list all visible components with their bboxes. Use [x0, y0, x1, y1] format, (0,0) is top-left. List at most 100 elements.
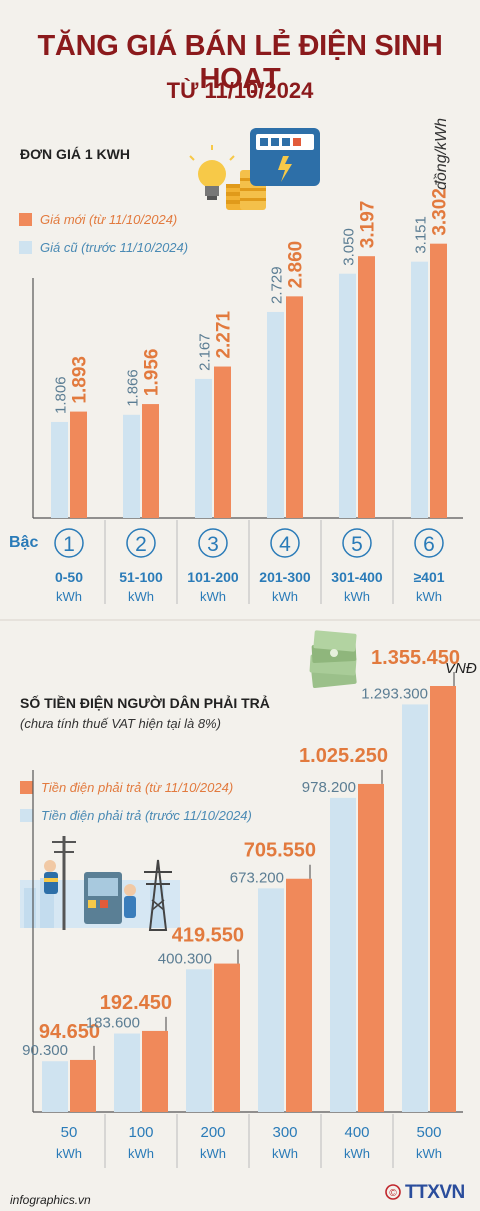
tier-unit-4: kWh: [272, 589, 298, 604]
tier-label: Bậc: [9, 534, 39, 551]
legend-swatch-new: [19, 213, 32, 226]
bill-bar-old-500: [402, 704, 428, 1112]
tier-circle-5: [342, 528, 372, 558]
page-subtitle: TỪ 11/10/2024: [166, 78, 314, 103]
tier-circle-2: [126, 528, 156, 558]
tier-number-1: 1: [63, 533, 75, 556]
label-old-tier-1: 1.806: [53, 376, 70, 414]
bill-bar-old-100: [114, 1033, 140, 1112]
footer-site: infographics.vn: [10, 1193, 91, 1207]
bill-label-old-50: 90.300: [22, 1042, 68, 1059]
bill-category-500: 500: [416, 1124, 441, 1141]
tier-number-5: 5: [351, 533, 363, 556]
bar-new-tier-3: [214, 366, 231, 518]
bill-label-new-300: 705.550: [244, 840, 316, 862]
bill-label-new-500: 1.355.450: [371, 647, 460, 669]
label-old-tier-4: 2.729: [269, 266, 286, 304]
tier-number-4: 4: [279, 533, 291, 556]
tier-number-3: 3: [207, 533, 219, 556]
bill-label-old-200: 400.300: [158, 950, 212, 967]
bill-bar-new-300: [286, 878, 312, 1112]
tier-circle-4: [270, 528, 300, 558]
bill-label-old-400: 978.200: [302, 779, 356, 796]
tier-number-6: 6: [423, 533, 435, 556]
label-new-tier-3: 2.271: [214, 311, 235, 359]
bar-new-tier-4: [286, 296, 303, 518]
bill-label-new-400: 1.025.250: [299, 745, 388, 767]
bar-old-tier-1: [51, 421, 68, 518]
footer-copyright: ©: [389, 1188, 397, 1199]
tier-unit-6: kWh: [416, 589, 442, 604]
bill-bar-old-300: [258, 888, 284, 1112]
footer-agency: TTXVN: [405, 1182, 465, 1203]
label-old-tier-6: 3.151: [413, 216, 430, 254]
legend-label-new: Giá mới (từ 11/10/2024): [40, 212, 178, 227]
chart2-note: (chưa tính thuế VAT hiện tại là 8%): [20, 716, 221, 731]
bill-bar-new-400: [358, 783, 384, 1112]
bar-new-tier-5: [358, 256, 375, 518]
bill-label-new-100: 192.450: [100, 992, 172, 1014]
chart1-title: ĐƠN GIÁ 1 KWH: [20, 146, 130, 162]
chart2-title: SỐ TIỀN ĐIỆN NGƯỜI DÂN PHẢI TRẢ: [20, 695, 270, 711]
legend-old-bill: Tiền điện phải trả (trước 11/10/2024): [20, 808, 252, 823]
power-tower-icon: [144, 859, 172, 931]
tier-unit-5: kWh: [344, 589, 370, 604]
legend-swatch-old: [19, 241, 32, 254]
bill-unit-500: kWh: [416, 1146, 442, 1161]
tier-circle-1: [54, 528, 84, 558]
tier-range-2: 51-100: [119, 569, 163, 585]
bar-new-tier-2: [142, 404, 159, 518]
bar-old-tier-5: [339, 273, 356, 518]
tier-range-3: 101-200: [187, 569, 239, 585]
bill-bar-new-100: [142, 1030, 168, 1112]
bar-new-tier-6: [430, 243, 447, 518]
tier-range-5: 301-400: [331, 569, 383, 585]
tier-circle-6: [414, 528, 444, 558]
label-old-tier-3: 2.167: [197, 333, 214, 371]
bill-category-300: 300: [272, 1124, 297, 1141]
legend-new-bill: Tiền điện phải trả (từ 11/10/2024): [20, 780, 233, 795]
page-title: TĂNG GIÁ BÁN LẺ ĐIỆN SINH HOẠT: [37, 30, 443, 95]
bill-category-100: 100: [128, 1124, 153, 1141]
legend-label-new-bill: Tiền điện phải trả (từ 11/10/2024): [41, 780, 234, 795]
tier-unit-3: kWh: [200, 589, 226, 604]
legend-label-old-bill: Tiền điện phải trả (trước 11/10/2024): [41, 808, 252, 823]
label-old-tier-2: 1.866: [125, 369, 142, 407]
tier-range-4: 201-300: [259, 569, 311, 585]
bill-bar-new-50: [70, 1059, 96, 1112]
money-stack-icon: [309, 630, 357, 689]
bar-new-tier-1: [70, 411, 87, 518]
bill-bar-old-50: [42, 1061, 68, 1112]
bill-category-50: 50: [61, 1124, 78, 1141]
ttxvn-logo: © TTXVN: [385, 1176, 471, 1204]
tier-range-6: ≥401: [413, 569, 444, 585]
legend-swatch-old-bill: [20, 809, 33, 822]
bill-bar-old-400: [330, 797, 356, 1112]
legend-old-price: Giá cũ (trước 11/10/2024): [19, 240, 188, 255]
tier-circle-3: [198, 528, 228, 558]
bar-old-tier-2: [123, 414, 140, 518]
label-new-tier-1: 1.893: [70, 356, 91, 404]
label-old-tier-5: 3.050: [341, 228, 358, 266]
tier-number-2: 2: [135, 533, 147, 556]
bill-unit-200: kWh: [200, 1146, 226, 1161]
tier-range-1: 0-50: [55, 569, 83, 585]
bill-label-old-500: 1.293.300: [361, 685, 428, 702]
label-new-tier-4: 2.860: [286, 241, 307, 289]
legend-label-old: Giá cũ (trước 11/10/2024): [40, 240, 189, 255]
legend-swatch-new-bill: [20, 781, 33, 794]
tier-unit-1: kWh: [56, 589, 82, 604]
bill-category-400: 400: [344, 1124, 369, 1141]
bill-bar-new-500: [430, 686, 456, 1112]
bill-bar-old-200: [186, 969, 212, 1112]
label-new-tier-5: 3.197: [358, 201, 379, 249]
electric-meter-icon: [250, 128, 320, 186]
chart2-unit: VNĐ: [445, 660, 477, 677]
bill-label-old-100: 183.600: [86, 1015, 140, 1032]
bill-unit-50: kWh: [56, 1146, 82, 1161]
label-new-tier-6: 3.302: [430, 188, 451, 236]
bill-unit-400: kWh: [344, 1146, 370, 1161]
bar-old-tier-3: [195, 378, 212, 518]
bill-category-200: 200: [200, 1124, 225, 1141]
